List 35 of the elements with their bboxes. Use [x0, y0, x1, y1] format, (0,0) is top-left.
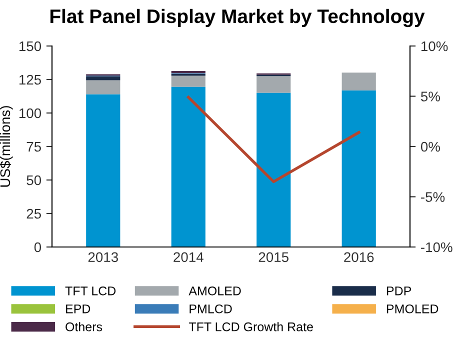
y-axis-title: US$(millions): [0, 106, 13, 187]
legend-label: PDP: [386, 286, 412, 296]
x-tick-label: 2016: [344, 252, 374, 262]
bar: [256, 92, 291, 247]
y2-tick-label: -5%: [421, 192, 445, 202]
y-tick-label: 125: [19, 74, 42, 85]
bar: [86, 76, 120, 80]
legend-label: PMLCD: [190, 304, 232, 314]
y-tick-label: 100: [19, 108, 42, 118]
y-tick-label: 75: [26, 142, 42, 152]
y2-tick-label: -10%: [421, 242, 452, 252]
legend-label: Others: [66, 322, 102, 332]
bar: [86, 80, 120, 94]
legend-label: PMOLED: [386, 304, 438, 314]
x-tick-label: 2014: [174, 252, 204, 262]
y2-tick-label: 5%: [420, 92, 440, 102]
x-tick-label: 2015: [258, 252, 288, 262]
legend-label: TFT LCD Growth Rate: [188, 322, 313, 332]
y-tick-label: 25: [26, 208, 42, 219]
y2-tick-label: 0%: [420, 142, 440, 152]
bar: [86, 94, 120, 247]
bar: [342, 90, 376, 247]
y-tick-label: 150: [19, 41, 42, 52]
y-tick-label: 0: [34, 242, 42, 252]
bar: [171, 76, 206, 87]
bar: [256, 76, 291, 93]
x-tick-label: 2013: [88, 252, 118, 262]
chart-title: Flat Panel Display Market by Technology: [50, 8, 425, 28]
legend-label: TFT LCD: [65, 286, 116, 296]
legend-label: AMOLED: [188, 286, 241, 296]
bar: [342, 72, 376, 90]
legend-label: EPD: [66, 304, 90, 314]
bar: [171, 86, 206, 247]
y-tick-label: 50: [26, 175, 42, 186]
y2-tick-label: 10%: [421, 41, 448, 52]
